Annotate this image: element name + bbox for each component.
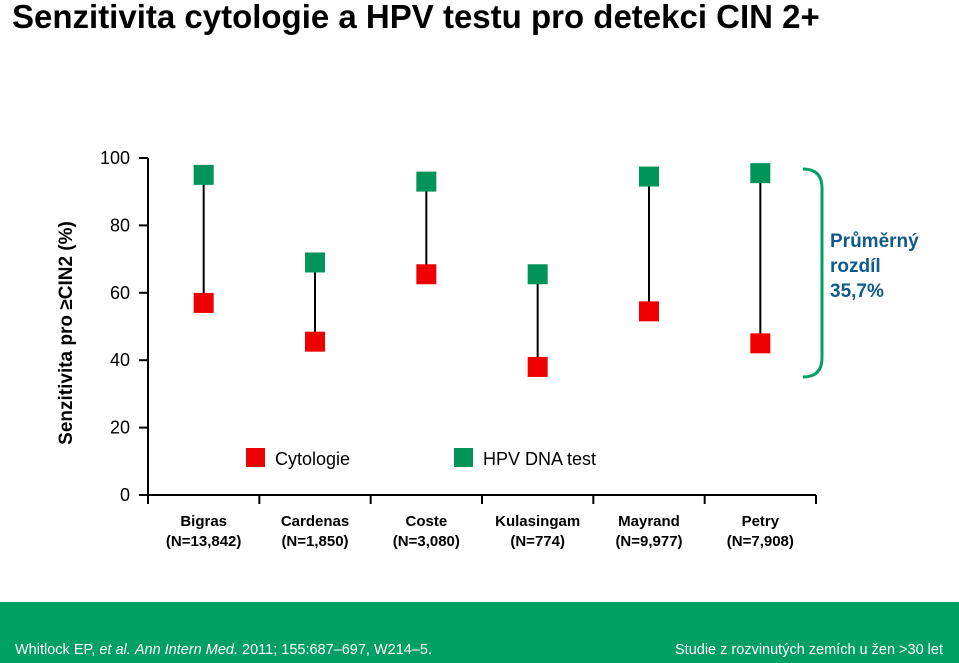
legend-label: HPV DNA test xyxy=(483,449,596,469)
y-ticks: 0 20 40 60 80 100 xyxy=(100,148,148,505)
hpv-point xyxy=(305,252,325,273)
sensitivity-chart: Senzitivita pro ≥CIN2 (%) 0 20 40 60 80 100 B… xyxy=(56,148,919,550)
x-category-n: (N=1,850) xyxy=(281,533,348,550)
x-category-name: Kulasingam xyxy=(495,513,580,530)
x-category-name: Coste xyxy=(405,513,447,530)
x-category-name: Petry xyxy=(742,513,780,530)
x-category-n: (N=9,977) xyxy=(615,533,682,550)
hpv-point xyxy=(193,164,214,185)
hpv-point xyxy=(750,163,771,184)
x-category-n: (N=13,842) xyxy=(166,533,241,550)
hpv-point xyxy=(639,166,659,187)
legend-swatch xyxy=(454,448,473,467)
annotation-line: Průměrný xyxy=(830,231,919,252)
x-category-n: (N=774) xyxy=(510,533,565,550)
study-note: Studie z rozvinutých zemích u žen >30 le… xyxy=(675,642,943,658)
legend-label: Cytologie xyxy=(275,449,350,469)
annotation-bracket xyxy=(802,167,824,379)
citation: Whitlock EP, et al. Ann Intern Med. 2011… xyxy=(15,642,432,658)
hpv-point xyxy=(416,171,437,192)
axes xyxy=(147,158,817,504)
citation-journal: Ann Intern Med. xyxy=(134,642,238,658)
cytology-point xyxy=(750,333,771,354)
cytology-point xyxy=(527,356,548,377)
cytology-point xyxy=(639,301,659,322)
citation-rest: 2011; 155:687–697, W214–5. xyxy=(238,642,433,658)
annotation-line: 35,7% xyxy=(830,281,884,302)
x-category-name: Bigras xyxy=(180,513,227,530)
footer-bar: Whitlock EP, et al. Ann Intern Med. 2011… xyxy=(0,602,959,663)
y-tick-label: 80 xyxy=(110,215,130,235)
x-categories: Bigras (N=13,842) Cardenas (N=1,850) Coste (N… xyxy=(166,513,794,550)
data-points xyxy=(193,163,771,377)
range-lines xyxy=(202,173,762,367)
y-tick-label: 60 xyxy=(110,283,130,303)
y-tick-label: 100 xyxy=(100,148,130,168)
cytology-point xyxy=(193,292,214,313)
x-category-n: (N=3,080) xyxy=(393,533,460,550)
slide-title: Senzitivita cytologie a HPV testu pro de… xyxy=(12,0,820,35)
hpv-point xyxy=(527,264,548,285)
cytology-point xyxy=(305,331,325,352)
citation-author: Whitlock EP, xyxy=(15,642,100,658)
x-category-n: (N=7,908) xyxy=(727,533,794,550)
x-category-name: Cardenas xyxy=(281,513,349,530)
legend-swatch xyxy=(246,448,265,467)
y-axis-label: Senzitivita pro ≥CIN2 (%) xyxy=(56,221,77,445)
annotation-text: Průměrný rozdíl 35,7% xyxy=(830,231,919,302)
x-category-name: Mayrand xyxy=(618,513,680,530)
annotation-line: rozdíl xyxy=(830,256,881,277)
legend: Cytologie HPV DNA test xyxy=(246,448,596,469)
y-tick-label: 40 xyxy=(110,350,130,370)
citation-etal: et al. xyxy=(99,642,131,658)
y-tick-label: 20 xyxy=(110,418,130,438)
y-tick-label: 0 xyxy=(120,485,130,505)
cytology-point xyxy=(416,264,437,285)
